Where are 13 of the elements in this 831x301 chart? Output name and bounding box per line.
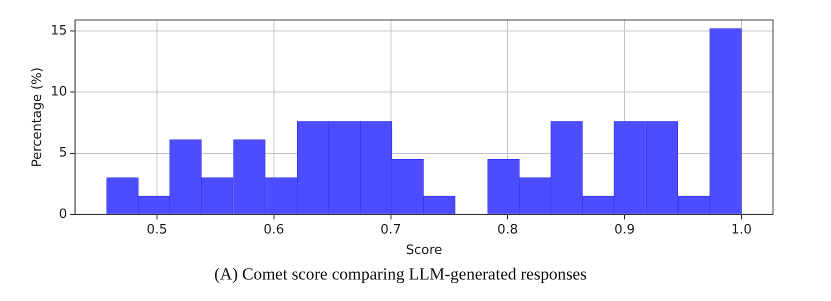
x-axis-title: Score xyxy=(406,243,442,258)
y-tick-label: 10 xyxy=(50,84,68,100)
x-tick-label: 0.9 xyxy=(614,222,635,238)
y-tick-label: 0 xyxy=(58,206,68,222)
y-tick-label: 15 xyxy=(50,23,68,38)
y-axis-title: Percentage (%) xyxy=(30,67,46,168)
x-tick-label: 0.7 xyxy=(380,222,402,238)
x-tick-label: 0.8 xyxy=(497,222,518,238)
x-tick-label: 1.0 xyxy=(731,222,752,238)
x-tick-label: 0.6 xyxy=(264,222,284,238)
y-tick-label: 5 xyxy=(58,146,68,161)
text: (A) Comet score comparing LLM-generated responses xyxy=(214,264,587,284)
x-tick-label: 0.5 xyxy=(146,222,168,238)
